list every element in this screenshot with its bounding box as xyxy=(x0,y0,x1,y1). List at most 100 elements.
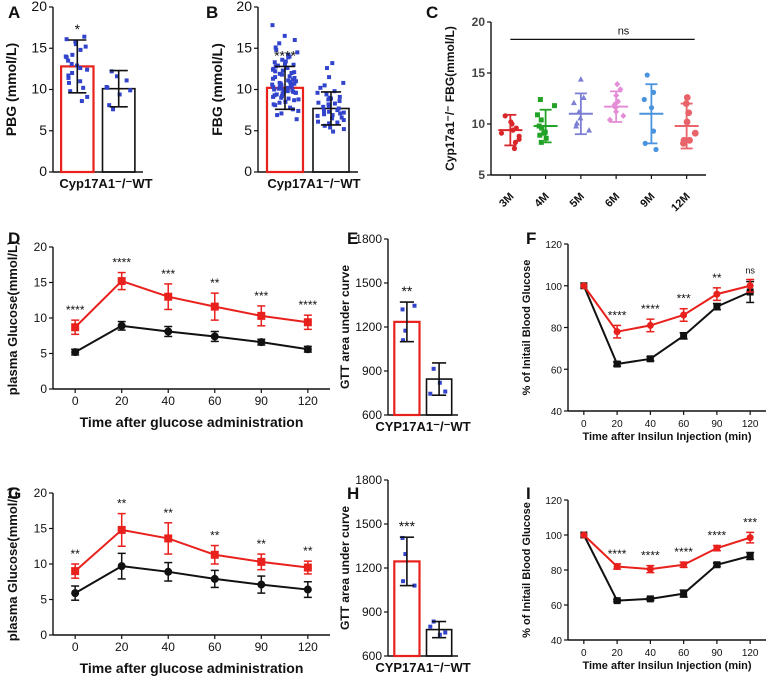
significance-marker: *** xyxy=(254,289,268,303)
significance-marker: *** xyxy=(677,292,691,306)
y-tick-label: 15 xyxy=(34,276,48,290)
y-tick-label: 100 xyxy=(545,531,562,542)
data-point xyxy=(428,391,433,396)
data-point xyxy=(292,70,297,75)
panel-label: I xyxy=(526,484,531,503)
data-point xyxy=(271,102,276,107)
data-point xyxy=(316,100,321,105)
data-point xyxy=(573,119,580,126)
data-point-square xyxy=(164,534,173,543)
data-point xyxy=(318,85,323,90)
data-point xyxy=(641,96,647,103)
y-tick-label: 10 xyxy=(34,557,48,571)
data-point xyxy=(114,74,119,79)
y-tick-label: 100 xyxy=(545,282,562,293)
data-point xyxy=(539,125,545,131)
y-tick-label: 5 xyxy=(40,593,47,607)
y-tick-label: 0 xyxy=(39,163,47,179)
data-point-square xyxy=(117,525,126,534)
data-point xyxy=(128,88,133,93)
data-point-circle xyxy=(117,562,126,571)
data-point xyxy=(431,366,436,371)
y-tick-label: 15 xyxy=(236,39,252,55)
y-tick-label: 10 xyxy=(34,311,48,325)
data-point-circle xyxy=(164,327,173,336)
data-point xyxy=(511,145,518,152)
data-point xyxy=(498,130,505,136)
data-point xyxy=(287,74,292,79)
x-tick-label: 40 xyxy=(645,648,657,659)
data-point-circle xyxy=(713,290,721,298)
data-point xyxy=(296,97,301,102)
data-point-circle xyxy=(680,561,688,569)
panel-d-line-chart: D 0 5 10 15 20 plasma Glucose(mmol/L) 0 20 40 60 90… xyxy=(5,229,330,430)
y-tick-label: 1800 xyxy=(355,232,382,246)
y-axis-label: Cyp17a1⁻/⁻ FBG(mmol/L) xyxy=(443,26,457,171)
data-point xyxy=(85,67,90,72)
data-point xyxy=(326,97,331,102)
category-caption: Cyp17A1⁻/⁻WT xyxy=(267,176,360,191)
data-point xyxy=(285,89,290,94)
data-point xyxy=(81,85,86,90)
data-point xyxy=(73,39,78,44)
y-tick-label: 0 xyxy=(40,628,47,642)
significance-marker: ** xyxy=(712,271,722,285)
data-point xyxy=(117,92,122,97)
y-tick-label: 60 xyxy=(551,365,563,376)
significance-marker: ** xyxy=(210,276,220,290)
significance-marker: **** xyxy=(112,256,131,270)
data-point xyxy=(275,113,280,118)
panel-label: C xyxy=(426,3,438,22)
data-point-square xyxy=(257,311,266,320)
data-point-circle xyxy=(71,589,80,598)
significance-marker: ** xyxy=(401,283,412,299)
data-point xyxy=(292,38,297,42)
significance-marker: ** xyxy=(117,497,127,511)
data-point-circle xyxy=(303,345,312,354)
data-point xyxy=(321,104,326,109)
y-tick-label: 600 xyxy=(362,649,382,663)
panel-e-bar-chart: E 600 900 1200 1500 1800 GTT area under curve *… xyxy=(338,229,471,434)
data-point xyxy=(277,71,282,76)
data-point xyxy=(337,94,342,99)
y-tick-label: 900 xyxy=(362,605,382,619)
y-axis-label: % of Initail Blood Glucose xyxy=(521,260,533,396)
data-point-square xyxy=(303,318,312,327)
y-tick-label: 1500 xyxy=(355,276,382,290)
data-point xyxy=(277,85,282,90)
data-point xyxy=(538,117,544,123)
data-point xyxy=(573,123,580,129)
data-point xyxy=(322,112,327,117)
x-tick-label: 4M xyxy=(532,191,551,210)
data-point-square xyxy=(613,360,621,368)
data-point-circle xyxy=(257,338,266,347)
data-point-circle xyxy=(680,311,688,319)
data-point xyxy=(82,34,87,39)
data-point xyxy=(337,99,342,104)
x-tick-label: 9M xyxy=(638,191,657,210)
data-point-circle xyxy=(210,332,219,341)
y-tick-label: 5 xyxy=(40,347,47,361)
significance-marker: **** xyxy=(608,308,627,322)
data-point-square xyxy=(71,567,80,576)
data-point xyxy=(428,624,433,629)
y-axis-label: FBG (mmol/L) xyxy=(209,43,225,136)
significance-marker: **** xyxy=(641,302,660,316)
x-tick-label: 120 xyxy=(742,648,759,659)
data-point-circle xyxy=(303,585,312,594)
y-tick-label: 600 xyxy=(362,408,382,422)
significance-marker: **** xyxy=(274,47,296,63)
data-point xyxy=(412,303,417,308)
y-tick-label: 10 xyxy=(236,81,252,97)
significance-marker: *** xyxy=(743,515,757,529)
data-point xyxy=(79,99,84,104)
data-point xyxy=(315,113,320,118)
significance-marker: ** xyxy=(164,506,174,520)
data-point xyxy=(287,54,292,59)
data-point xyxy=(283,59,288,64)
data-point-circle xyxy=(646,321,654,329)
data-point xyxy=(322,83,327,88)
x-tick-label: 90 xyxy=(711,648,723,659)
data-point xyxy=(443,389,448,394)
panel-label: A xyxy=(8,3,20,22)
